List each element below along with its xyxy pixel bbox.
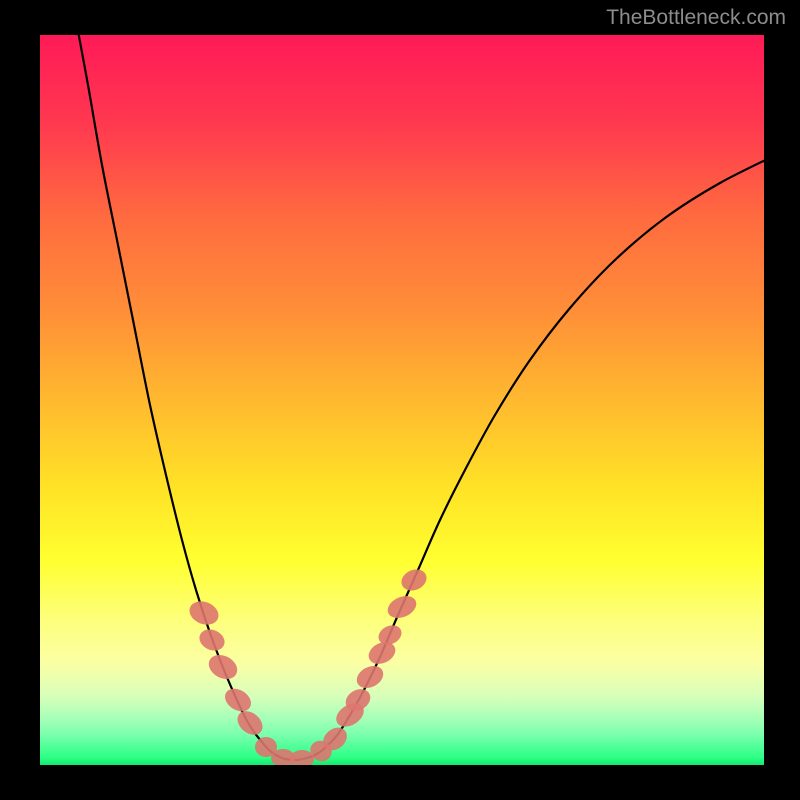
curve-layer — [40, 35, 764, 765]
curve-marker — [221, 684, 255, 716]
plot-area — [40, 35, 764, 765]
curve-marker — [353, 662, 387, 693]
curve-marker — [186, 597, 222, 629]
watermark-text: TheBottleneck.com — [606, 6, 786, 30]
bottleneck-curve — [75, 35, 764, 760]
markers-group — [186, 566, 430, 765]
curve-marker — [196, 626, 228, 655]
curve-marker — [205, 650, 242, 684]
curve-marker — [233, 706, 267, 739]
curve-marker — [290, 750, 314, 765]
curve-marker — [398, 566, 430, 595]
curve-marker — [384, 592, 420, 622]
